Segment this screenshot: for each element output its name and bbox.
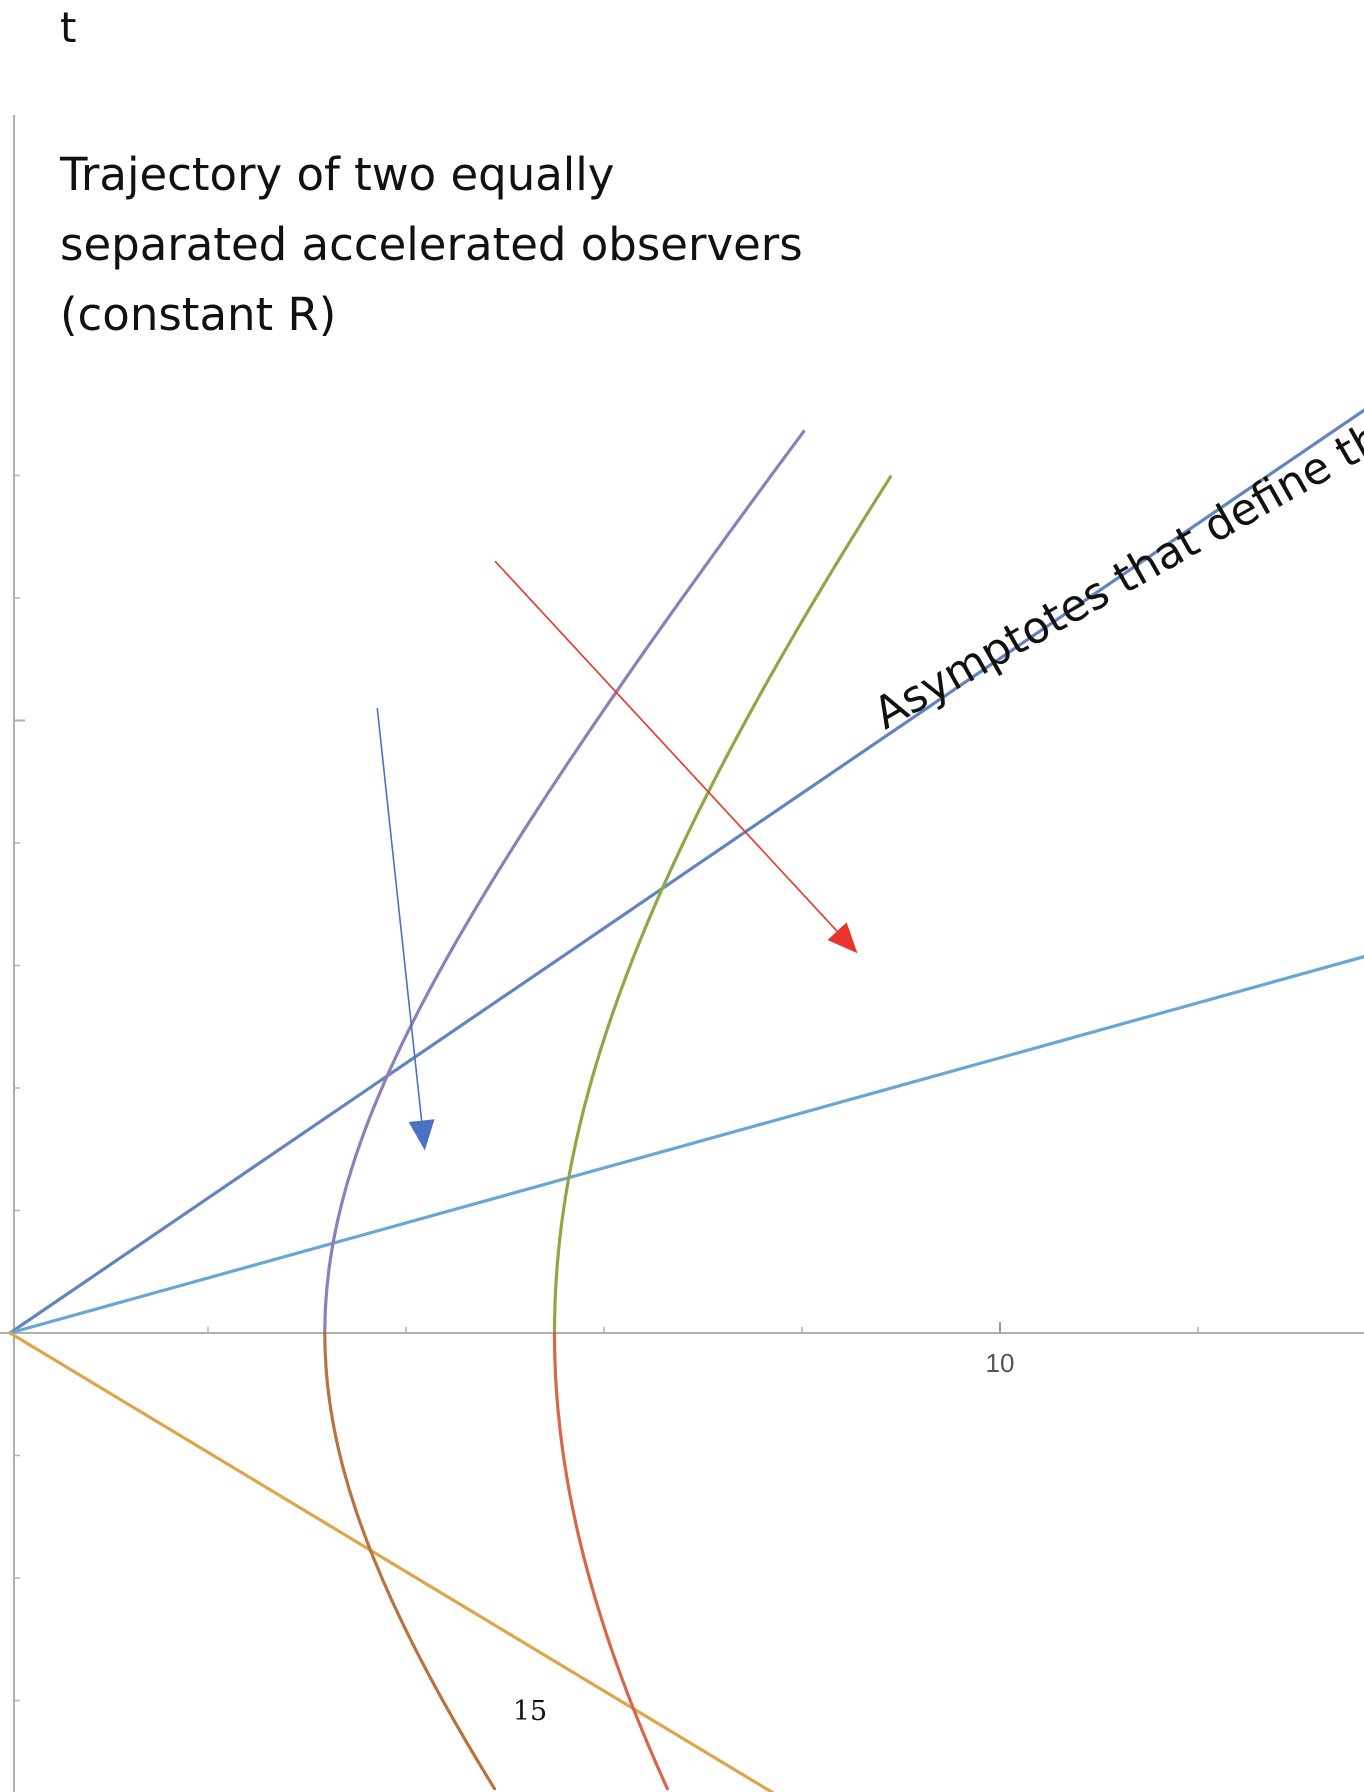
x-tick-label: 10 — [986, 1348, 1015, 1378]
annotation-trajectory: Trajectory of two equally separated acce… — [59, 148, 817, 341]
y-axis-label: t — [60, 3, 76, 52]
annotation-trajectory-line-3: (constant R) — [60, 288, 336, 341]
series-hyperbola-5 — [552, 475, 893, 1335]
series-hyperbola-4 — [323, 429, 806, 1335]
series-asymptote-lower-3 — [8, 1331, 774, 1792]
annotation-trajectory-line-2: separated accelerated observers — [60, 218, 803, 271]
series-line-2 — [8, 955, 1364, 1335]
annotation-trajectory-line-1: Trajectory of two equally — [59, 148, 614, 201]
arrow-shaft-2 — [494, 560, 838, 932]
series-asymptote-1 — [8, 408, 1364, 1335]
page-number: 15 — [513, 1696, 547, 1727]
arrow-head-2 — [827, 922, 858, 954]
series-hyperbola-lower-7 — [552, 1331, 669, 1791]
arrow-layer — [376, 560, 858, 1151]
series-hyperbola-lower-6 — [323, 1331, 497, 1791]
arrow-head-1 — [408, 1119, 435, 1151]
arrow-shaft-1 — [376, 708, 423, 1121]
series-layer — [8, 408, 1364, 1792]
axes: 10 — [0, 115, 1364, 1792]
annotation-asymptotes: Asymptotes that define th — [865, 412, 1364, 740]
